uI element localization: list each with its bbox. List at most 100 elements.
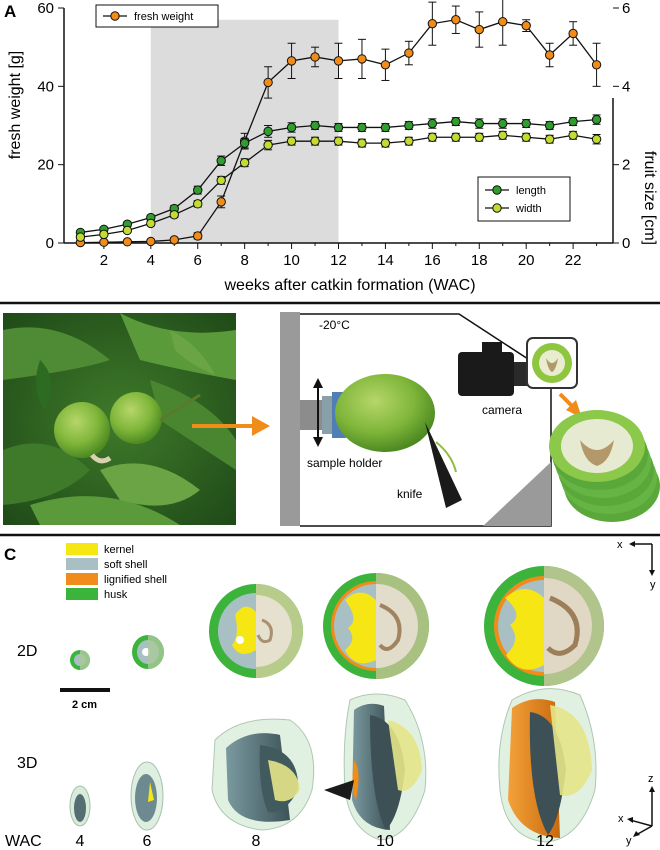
data-point-fresh-weight xyxy=(474,24,484,35)
data-point-length xyxy=(216,156,226,166)
y-tick-label-left: 40 xyxy=(37,78,54,95)
data-point-length xyxy=(333,122,344,133)
y-tick-label-right: 0 xyxy=(622,235,630,252)
data-point-width xyxy=(404,136,414,146)
wac-label: 4 xyxy=(76,833,85,850)
data-point-fresh-weight xyxy=(357,54,367,64)
panel-c: C kernel soft shell lignified shell husk… xyxy=(4,539,656,850)
wac-label: 12 xyxy=(536,833,554,850)
slice-stack xyxy=(549,410,660,522)
axis-x-2d: x xyxy=(617,539,623,551)
legend-swatch-soft-shell xyxy=(66,558,98,570)
data-point-fresh-weight xyxy=(216,197,226,207)
chart-a: 2 4 6 8 10 12 14 16 18 20 22 0 20 40 60 0 2 4 6 fresh weigh… xyxy=(37,0,630,269)
section-2d-wac4 xyxy=(70,650,90,670)
data-point-width xyxy=(333,136,344,146)
legend-swatch-lignified-shell xyxy=(66,573,98,585)
x-tick-label: 16 xyxy=(424,252,441,269)
data-point-width xyxy=(146,218,156,229)
data-point-width xyxy=(239,158,250,168)
x-tick-label: 6 xyxy=(194,252,202,269)
x-tick-label: 8 xyxy=(240,252,248,269)
render-3d-wac4 xyxy=(69,785,91,827)
render-3d-wac10 xyxy=(343,693,427,841)
legend-label-lignified-shell: lignified shell xyxy=(104,574,167,586)
row-label-3d: 3D xyxy=(17,755,37,772)
legend-label-width: width xyxy=(515,203,542,215)
camera-label: camera xyxy=(482,403,522,417)
data-point-fresh-weight xyxy=(146,236,156,247)
y-tick-label-right: 4 xyxy=(622,78,630,95)
walnut-fruit xyxy=(54,402,110,458)
panel-letter-c: C xyxy=(4,545,16,564)
axes-2d-indicator: x y xyxy=(617,539,656,591)
data-point-width xyxy=(591,134,602,144)
data-point-width xyxy=(568,130,578,140)
data-point-width xyxy=(544,134,555,144)
knife-label: knife xyxy=(397,487,423,501)
data-point-length xyxy=(310,120,320,131)
axes-3d-indicator: z x y xyxy=(618,773,655,847)
legend-label-husk: husk xyxy=(104,589,128,601)
data-point-fresh-weight xyxy=(333,56,344,66)
y-axis-label-right: fruit size [cm] xyxy=(641,151,658,245)
data-point-width xyxy=(427,132,438,142)
data-point-width xyxy=(451,132,461,142)
wac-label: 6 xyxy=(143,833,152,850)
row-label-2d: 2D xyxy=(17,643,37,660)
data-point-width xyxy=(193,199,203,209)
y-axis-label-left: fresh weight [g] xyxy=(7,51,24,160)
data-point-length xyxy=(239,138,250,148)
shaded-region xyxy=(150,19,339,243)
data-point-width xyxy=(263,140,273,150)
legend-label-fresh-weight: fresh weight xyxy=(134,11,193,23)
data-point-fresh-weight xyxy=(427,18,438,29)
data-point-fresh-weight xyxy=(193,231,203,241)
section-2d-wac8 xyxy=(209,584,303,678)
data-point-length xyxy=(544,120,555,131)
arrow-photo-to-setup xyxy=(192,416,270,436)
axis-z-3d: z xyxy=(648,773,654,785)
scale-bar-label: 2 cm xyxy=(72,699,97,711)
data-point-width xyxy=(169,210,179,220)
x-tick-label: 2 xyxy=(100,252,108,269)
y-tick-label-right: 6 xyxy=(622,0,630,17)
data-point-width xyxy=(474,132,484,142)
axis-y-2d: y xyxy=(650,579,656,591)
arrowhead-marker xyxy=(324,780,354,800)
x-tick-label: 22 xyxy=(565,252,582,269)
panel-letter-a: A xyxy=(4,2,16,21)
x-axis-label: weeks after catkin formation (WAC) xyxy=(223,277,475,294)
data-point-length xyxy=(568,116,578,127)
render-3d-wac8 xyxy=(211,718,315,831)
wac-label: 8 xyxy=(252,833,261,850)
data-point-fresh-weight xyxy=(263,77,273,88)
walnut-in-holder xyxy=(335,374,435,452)
legend-marker-length xyxy=(492,185,502,195)
data-point-length xyxy=(427,118,438,129)
y-tick-label-left: 0 xyxy=(46,235,54,252)
temperature-label: -20°C xyxy=(319,318,350,332)
data-point-fresh-weight xyxy=(122,237,133,247)
data-point-fresh-weight xyxy=(521,20,531,31)
section-2d-wac10 xyxy=(323,573,429,679)
data-point-width xyxy=(286,136,297,146)
data-point-length xyxy=(498,118,508,129)
walnut-tree-photo xyxy=(3,313,236,525)
cryo-setup-diagram: -20°C sample holder knife camera xyxy=(280,312,582,527)
data-point-fresh-weight xyxy=(380,60,391,70)
axis-x-3d: x xyxy=(618,813,624,825)
section-2d-wac12 xyxy=(484,566,604,686)
render-3d-wac12 xyxy=(498,688,597,843)
data-point-fresh-weight xyxy=(286,56,297,66)
data-point-fresh-weight xyxy=(498,17,508,27)
data-point-width xyxy=(216,175,226,186)
y-tick-label-left: 20 xyxy=(37,157,54,174)
panel-a: A 2 4 6 8 10 12 14 16 18 20 22 0 20 40 60 0 2 4 6 fresh wei… xyxy=(4,0,658,294)
axis-y-3d: y xyxy=(626,835,632,847)
legend-swatch-husk xyxy=(66,588,98,600)
data-point-fresh-weight xyxy=(169,235,179,245)
x-tick-label: 12 xyxy=(330,252,347,269)
data-point-width xyxy=(357,138,367,148)
